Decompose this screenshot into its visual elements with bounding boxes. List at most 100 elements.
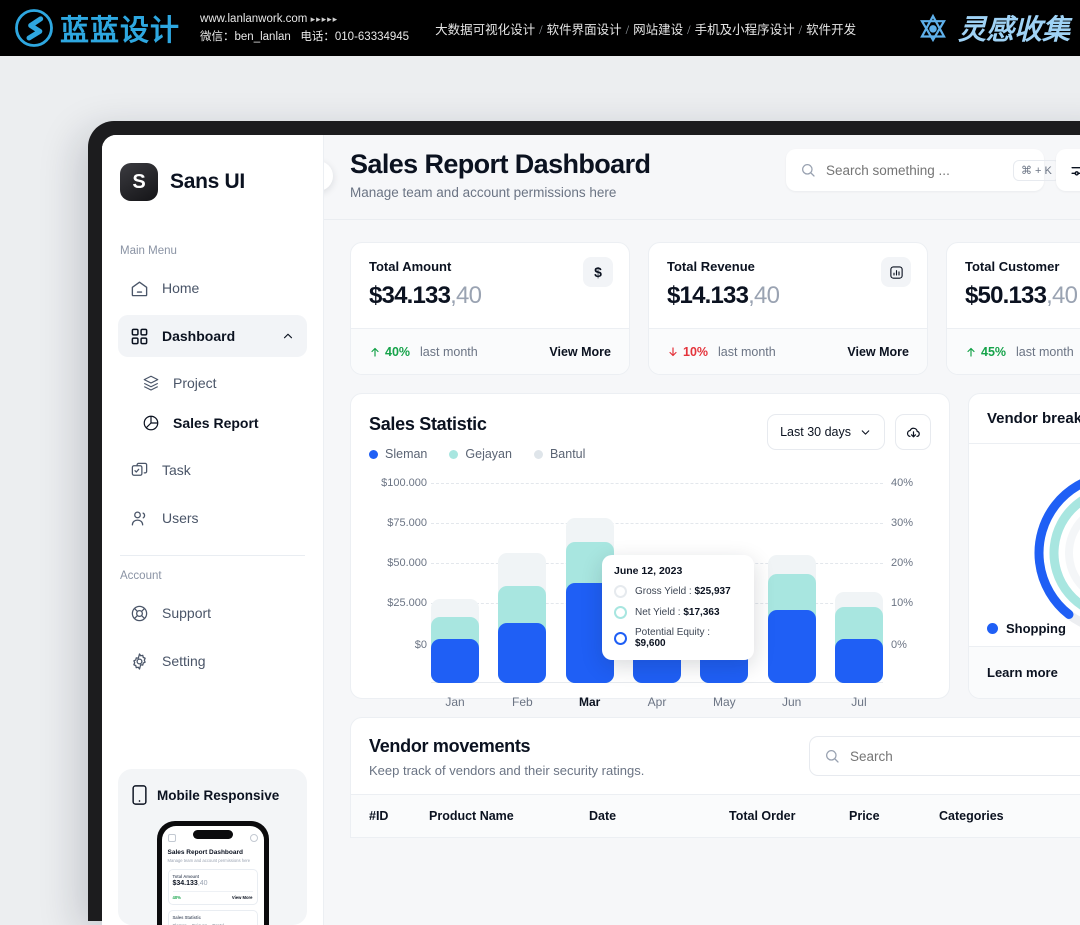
legend-label: Bantul [549, 447, 586, 461]
sidebar-collapse-button[interactable] [324, 161, 333, 191]
search-icon [800, 162, 816, 178]
radial-gauge-chart [1034, 470, 1080, 636]
stat-value: $34.133 [369, 282, 451, 309]
banner-nav-item-2[interactable]: 网站建设 [633, 22, 684, 37]
banner-nav-item-1[interactable]: 软件界面设计 [546, 22, 622, 37]
table-search-input[interactable] [850, 748, 1080, 764]
table-column-header[interactable]: Total Order [729, 809, 796, 823]
sidebar-item-setting[interactable]: Setting [118, 640, 307, 682]
banner-nav-item-3[interactable]: 手机及小程序设计 [694, 22, 795, 37]
legend-item-bantul[interactable]: Bantul [533, 447, 586, 461]
app-logo[interactable]: S Sans UI [120, 163, 307, 201]
sidebar-item-label: Sales Report [173, 415, 259, 431]
vendor-legend: Shopping [987, 621, 1080, 636]
main-area: Sales Report Dashboard Manage team and a… [324, 135, 1080, 925]
bar-column[interactable] [431, 521, 479, 683]
sidebar-item-dashboard[interactable]: Dashboard [118, 315, 307, 357]
tooltip-value: $17,363 [683, 607, 720, 618]
view-more-link[interactable]: View More [847, 344, 909, 359]
table-search[interactable] [809, 736, 1080, 776]
hamburger-icon [167, 834, 176, 842]
promo-title-row: Mobile Responsive [132, 785, 293, 805]
table-column-header[interactable]: Categories [939, 809, 1004, 823]
bar-group [431, 517, 883, 683]
legend-item-sleman[interactable]: Sleman [369, 447, 427, 461]
bar-column[interactable] [834, 521, 883, 683]
sans-ui-logo-icon: S [120, 163, 158, 201]
mobile-phone-icon [132, 785, 147, 805]
table-title: Vendor movements [369, 736, 531, 756]
phone-stat-decimals: ,40 [197, 880, 208, 888]
chart-title: Sales Statistic [369, 414, 487, 434]
table-column-header[interactable]: Product Name [429, 809, 514, 823]
bar-segment-equity [834, 639, 883, 683]
x-tick-label: Jun [781, 695, 802, 709]
account-label: Account [120, 570, 162, 582]
chevron-up-icon[interactable] [281, 329, 295, 343]
bar-segment-equity [498, 623, 547, 683]
stat-trend-note: last month [420, 344, 478, 359]
legend-item-gejayan[interactable]: Gejayan [449, 447, 512, 461]
lanlan-logo: 蓝蓝设计 [14, 7, 180, 49]
y-tick-label: $0 [414, 639, 427, 651]
dots-ornament: ▸▸▸▸▸ [310, 14, 339, 24]
sidebar-item-home[interactable]: Home [118, 267, 307, 309]
lanlan-logo-icon [15, 9, 53, 47]
sidebar-item-support[interactable]: Support [118, 592, 307, 634]
chart-legend: Sleman Gejayan Bantul [369, 447, 585, 461]
phone-notch [192, 830, 233, 839]
mobile-responsive-promo[interactable]: Mobile Responsive Sales Report Dashboard… [118, 769, 307, 925]
stat-card-total-revenue: Total Revenue $14.133,40 10% last mo [648, 242, 928, 375]
dashboard-app: S Sans UI Main Menu Home Dashboard [102, 135, 1080, 925]
sidebar-item-task[interactable]: Task [118, 449, 307, 491]
y-tick-label: $100.000 [381, 477, 427, 489]
customize-button[interactable]: Cu [1056, 149, 1080, 191]
download-button[interactable] [895, 414, 931, 450]
page-title: Sales Report Dashboard [350, 149, 651, 179]
stat-label: Total Revenue [667, 259, 755, 274]
view-more-link[interactable]: View More [549, 344, 611, 359]
banner-nav-item-4[interactable]: 软件开发 [806, 22, 857, 37]
app-name: Sans UI [170, 170, 245, 193]
sidebar-item-users[interactable]: Users [118, 497, 307, 539]
website-text: www.lanlanwork.com [200, 13, 308, 25]
learn-more-link[interactable]: Learn more [969, 646, 1080, 698]
vendor-movements-card: Vendor movements Keep track of vendors a… [350, 717, 1080, 838]
table-column-header[interactable]: Price [849, 809, 880, 823]
legend-label: Gejayan [465, 447, 512, 461]
promo-title: Mobile Responsive [157, 787, 280, 803]
stat-cards: Total Amount $34.133,40 $ 40% last month… [350, 242, 1080, 375]
page-subtitle: Manage team and account permissions here [350, 185, 617, 200]
global-search[interactable]: ⌘ + K [786, 149, 1060, 191]
bar-column[interactable] [498, 521, 547, 683]
sidebar-item-label: Setting [162, 653, 206, 669]
table-header-row: #ID Product Name Date Total Order Price Categ… [351, 795, 1080, 837]
tooltip-ring-equity [614, 631, 627, 645]
arrow-up-icon [967, 347, 975, 357]
tooltip-value: $25,937 [694, 586, 731, 597]
date-range-select[interactable]: Last 30 days [767, 414, 885, 450]
sidebar-item-sales-report[interactable]: Sales Report [118, 403, 307, 443]
screen: S Sans UI Main Menu Home Dashboard [102, 135, 1080, 925]
banner-nav-item-0[interactable]: 大数据可视化设计 [435, 22, 536, 37]
y2-tick-label: 10% [891, 597, 914, 609]
charts-row: Sales Statistic Sleman Gejayan Bantul La… [350, 393, 1080, 709]
table-column-header[interactable]: Date [589, 809, 617, 823]
x-tick-label: Feb [511, 695, 533, 709]
legend-dot [987, 623, 998, 634]
stat-value: $14.133 [667, 282, 749, 309]
sidebar-item-label: Home [162, 280, 200, 296]
table-column-header[interactable]: #ID [369, 809, 389, 823]
bar-segment-equity [767, 610, 816, 683]
vendor-legend-item-shopping[interactable]: Shopping [987, 621, 1066, 636]
users-icon [130, 509, 149, 528]
phone-chart-title: Sales Statistic [172, 915, 201, 921]
sidebar-item-project[interactable]: Project [118, 363, 307, 403]
y-tick-label: $25.000 [387, 597, 427, 609]
bar-segment-equity [431, 639, 479, 683]
legend-dot [533, 449, 543, 459]
bar-column[interactable] [767, 521, 816, 683]
search-input[interactable] [826, 162, 1003, 178]
cloud-download-icon [906, 427, 920, 437]
stat-card-total-amount: Total Amount $34.133,40 $ 40% last month… [350, 242, 630, 375]
